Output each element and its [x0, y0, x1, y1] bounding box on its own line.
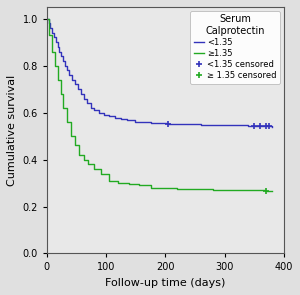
X-axis label: Follow-up time (days): Follow-up time (days)	[105, 278, 226, 288]
Y-axis label: Cumulative survival: Cumulative survival	[7, 75, 17, 186]
Legend: <1.35, ≥1.35, <1.35 censored, ≥ 1.35 censored: <1.35, ≥1.35, <1.35 censored, ≥ 1.35 cen…	[190, 11, 280, 84]
